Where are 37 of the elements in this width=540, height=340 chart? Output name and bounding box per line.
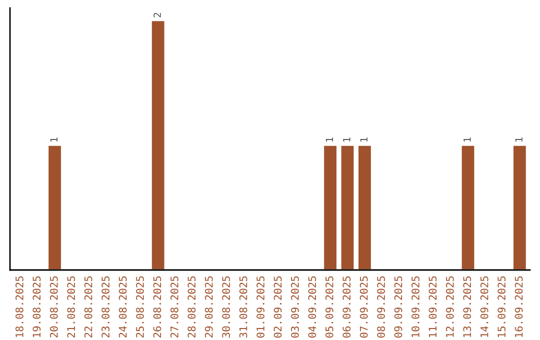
x-tick-label: 29.08.2025 [204, 276, 213, 338]
data-label: 1 [50, 138, 58, 142]
x-tick-label: 28.08.2025 [188, 276, 196, 338]
x-tick-label: 07.09.2025 [360, 276, 368, 338]
x-tick-label: 21.08.2025 [67, 276, 76, 338]
x-tick-label: 14.09.2025 [480, 276, 488, 338]
x-tick-label: 03.09.2025 [291, 276, 299, 338]
x-tick-label: 15.09.2025 [498, 276, 506, 338]
data-label: 1 [515, 138, 522, 142]
data-label: 1 [326, 138, 333, 142]
x-tick-label: 13.09.2025 [463, 276, 472, 338]
x-tick-label: 30.08.2025 [222, 276, 230, 338]
x-tick-label: 09.09.2025 [394, 276, 402, 338]
x-tick-label: 01.09.2025 [256, 276, 264, 338]
x-tick-label: 27.08.2025 [170, 276, 178, 338]
x-tick-label: 19.08.2025 [32, 276, 41, 338]
x-tick-label: 18.08.2025 [16, 276, 24, 338]
x-tick-label: 20.08.2025 [50, 276, 58, 338]
data-label: 1 [360, 138, 368, 142]
x-tick-label: 23.08.2025 [102, 276, 110, 338]
x-tick-label: 22.08.2025 [84, 276, 92, 338]
x-tick-label: 26.08.2025 [153, 276, 162, 338]
x-tick-label: 11.09.2025 [428, 276, 437, 338]
x-tick-label: 25.08.2025 [136, 276, 144, 338]
x-tick-label: 31.08.2025 [239, 276, 248, 338]
data-label: 2 [154, 12, 161, 18]
x-tick-label: 08.09.2025 [377, 276, 385, 338]
x-tick-label: 05.09.2025 [325, 276, 334, 338]
x-tick-label: 02.09.2025 [274, 276, 282, 338]
x-tick-label: 10.09.2025 [412, 276, 420, 338]
x-tick-label: 24.08.2025 [118, 276, 127, 338]
data-label: 1 [343, 138, 350, 142]
x-tick-label: 06.09.2025 [342, 276, 351, 338]
x-tick-label: 16.09.2025 [514, 276, 523, 338]
x-tick-label: 12.09.2025 [446, 276, 454, 338]
data-label: 1 [464, 138, 471, 142]
x-tick-label: 04.09.2025 [308, 276, 316, 338]
